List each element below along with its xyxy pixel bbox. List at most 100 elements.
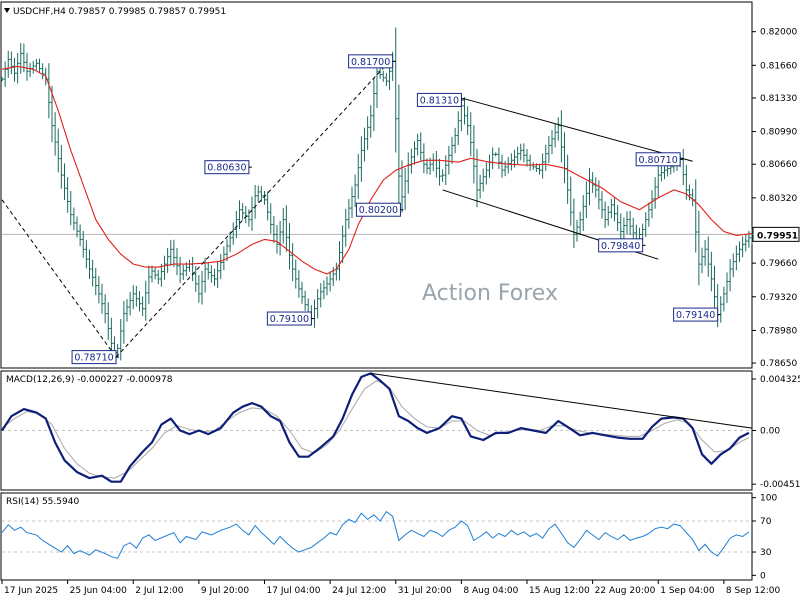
price-bar	[91, 259, 95, 287]
price-bar	[247, 209, 251, 227]
price-bar	[372, 78, 376, 132]
price-bar	[603, 201, 607, 228]
rsi-y-tick-label: 70	[760, 517, 772, 527]
price-bar	[356, 153, 360, 199]
price-bar	[403, 167, 407, 211]
price-bar	[522, 143, 526, 163]
price-bar	[122, 300, 126, 344]
price-bar	[41, 63, 45, 80]
price-bar	[34, 59, 38, 71]
rsi-y-tick-label: 100	[760, 494, 777, 504]
price-bar	[106, 302, 110, 340]
price-bar	[628, 210, 632, 235]
price-label: 0.81700	[348, 54, 396, 69]
price-bar	[316, 288, 320, 319]
price-bar	[588, 168, 591, 206]
price-bar	[319, 283, 323, 308]
price-bar	[6, 50, 10, 78]
price-bar	[103, 294, 107, 324]
x-tick-label: 17 Jul 04:00	[267, 586, 321, 596]
price-bar	[353, 174, 357, 208]
price-label: 0.80710	[635, 152, 684, 167]
price-y-tick-label: 0.82000	[760, 28, 797, 38]
price-bar	[653, 177, 657, 209]
price-bar	[706, 236, 710, 277]
price-bar	[341, 225, 345, 264]
price-label-text: 0.79100	[270, 314, 309, 325]
price-bar	[547, 136, 551, 164]
price-bar	[728, 259, 732, 292]
price-bar	[572, 198, 576, 249]
price-bar	[378, 67, 382, 79]
price-bar	[363, 127, 366, 162]
price-bar	[125, 298, 129, 322]
price-bar	[322, 280, 326, 300]
price-y-tick-label: 0.80990	[760, 128, 797, 138]
price-bar	[159, 263, 163, 287]
price-bar	[569, 176, 573, 226]
price-bar	[144, 280, 148, 321]
price-bar	[741, 236, 745, 258]
price-bar	[156, 269, 160, 285]
price-bar	[350, 186, 354, 218]
price-bar	[556, 117, 560, 141]
x-tick-label: 8 Sep 12:00	[726, 586, 781, 596]
price-bar	[225, 239, 229, 262]
x-tick-label: 8 Aug 04:00	[463, 586, 518, 596]
price-bar	[713, 265, 716, 311]
macd-y-tick-label: -0.004511	[760, 480, 800, 490]
moving-average-line	[1, 65, 753, 275]
price-bar	[650, 190, 654, 219]
price-y-tick-label: 0.81330	[760, 94, 797, 104]
price-bar	[578, 211, 582, 235]
price-label-text: 0.81700	[351, 57, 390, 68]
price-bar	[744, 234, 748, 252]
price-bar	[181, 264, 185, 280]
price-bar	[397, 84, 401, 211]
price-bar	[131, 285, 135, 310]
price-bar	[622, 217, 626, 240]
price-bar	[722, 286, 726, 312]
price-bar	[584, 181, 588, 219]
price-bar	[203, 257, 207, 293]
price-bar	[613, 197, 616, 222]
rsi-title: RSI(14) 55.5940	[6, 497, 79, 507]
price-bar	[466, 106, 470, 136]
price-bar	[72, 207, 76, 231]
price-bar	[700, 247, 704, 274]
macd-trendline	[370, 372, 753, 429]
dashed-trendline	[115, 65, 386, 358]
price-bar	[150, 265, 154, 283]
price-bar	[153, 266, 157, 280]
price-bar	[484, 162, 488, 185]
price-bar	[447, 146, 451, 175]
price-bar	[538, 164, 541, 175]
price-bar	[288, 223, 291, 270]
price-bar	[109, 317, 113, 354]
symbol-dropdown-icon[interactable]	[4, 8, 10, 13]
x-tick-label: 17 Jun 2025	[4, 586, 58, 596]
price-bar	[138, 291, 141, 312]
price-bar	[216, 261, 220, 289]
price-bar	[256, 185, 260, 203]
price-bar	[647, 202, 651, 227]
price-bar	[78, 224, 82, 247]
price-bar	[294, 259, 298, 289]
price-bar	[500, 154, 504, 178]
price-bar	[147, 265, 151, 305]
watermark-text: Action Forex	[422, 281, 558, 306]
price-bar	[81, 231, 85, 258]
price-bar	[100, 283, 104, 314]
macd-y-tick-label: 0.004325	[760, 375, 800, 385]
price-label-text: 0.80630	[207, 163, 246, 174]
price-bar	[525, 149, 529, 167]
price-bar	[544, 144, 548, 171]
price-bar	[163, 255, 166, 280]
trendline	[461, 97, 693, 162]
price-bar	[66, 177, 70, 213]
price-bar	[597, 180, 601, 210]
price-bar	[347, 198, 351, 229]
price-bar	[581, 195, 585, 231]
price-bar	[222, 246, 226, 271]
macd-title: MACD(12,26,9) -0.000227 -0.000978	[6, 375, 173, 385]
